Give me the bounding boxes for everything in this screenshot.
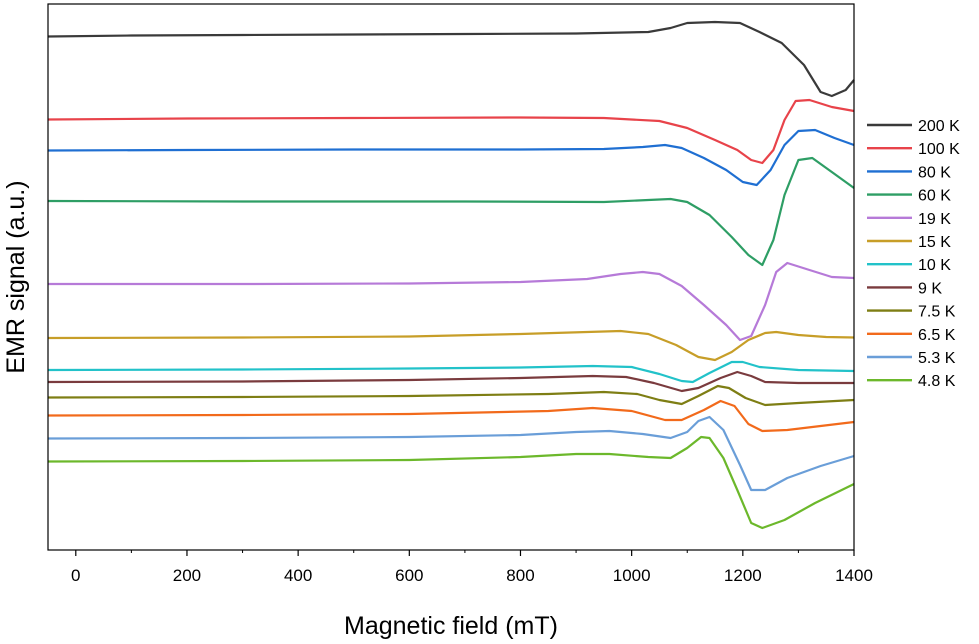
- legend-label: 7.5 K: [918, 304, 956, 321]
- legend-label: 80 K: [918, 164, 951, 181]
- x-tick-label: 600: [395, 566, 423, 585]
- legend-label: 200 K: [918, 118, 960, 135]
- series-line-3: [47, 128, 855, 187]
- series-line-11: [47, 415, 855, 492]
- x-tick-label: 200: [173, 566, 201, 585]
- legend-label: 15 K: [918, 234, 951, 251]
- series-line-1: [47, 20, 855, 98]
- x-tick-label: 800: [506, 566, 534, 585]
- series-line-6: [47, 329, 855, 362]
- legend-label: 19 K: [918, 211, 951, 228]
- x-tick-label: 400: [284, 566, 312, 585]
- series-line-8: [47, 370, 854, 393]
- legend-label: 100 K: [918, 141, 960, 158]
- legend-label: 6.5 K: [918, 327, 956, 344]
- series-line-9: [47, 384, 855, 407]
- plot-frame: [47, 3, 855, 551]
- series-line-2: [47, 98, 855, 165]
- legend: 200 K 100 K 80 K 60 K 19 K 15 K 10 K 9 K 7.5 K 6.…: [867, 118, 960, 390]
- series-line-12: [47, 435, 855, 530]
- x-axis-title: Magnetic field (mT): [344, 612, 558, 640]
- legend-label: 9 K: [918, 280, 942, 297]
- series-line-7: [47, 360, 855, 384]
- legend-label: 5.3 K: [918, 350, 956, 367]
- legend-label: 10 K: [918, 257, 951, 274]
- series-line-10: [47, 399, 855, 433]
- x-tick-label: 1000: [613, 566, 651, 585]
- legend-label: 60 K: [918, 188, 951, 205]
- series-line-5: [48, 261, 855, 342]
- x-tick-label: 1200: [724, 566, 762, 585]
- y-axis-title: EMR signal (a.u.): [2, 180, 30, 373]
- x-axis: 0 200 400 600 800 1000 1200 1400: [71, 550, 873, 585]
- legend-label: 4.8 K: [918, 373, 956, 390]
- x-tick-label: 0: [71, 566, 80, 585]
- series-layer: [47, 20, 855, 530]
- series-line-4: [47, 156, 855, 267]
- x-tick-label: 1400: [835, 566, 873, 585]
